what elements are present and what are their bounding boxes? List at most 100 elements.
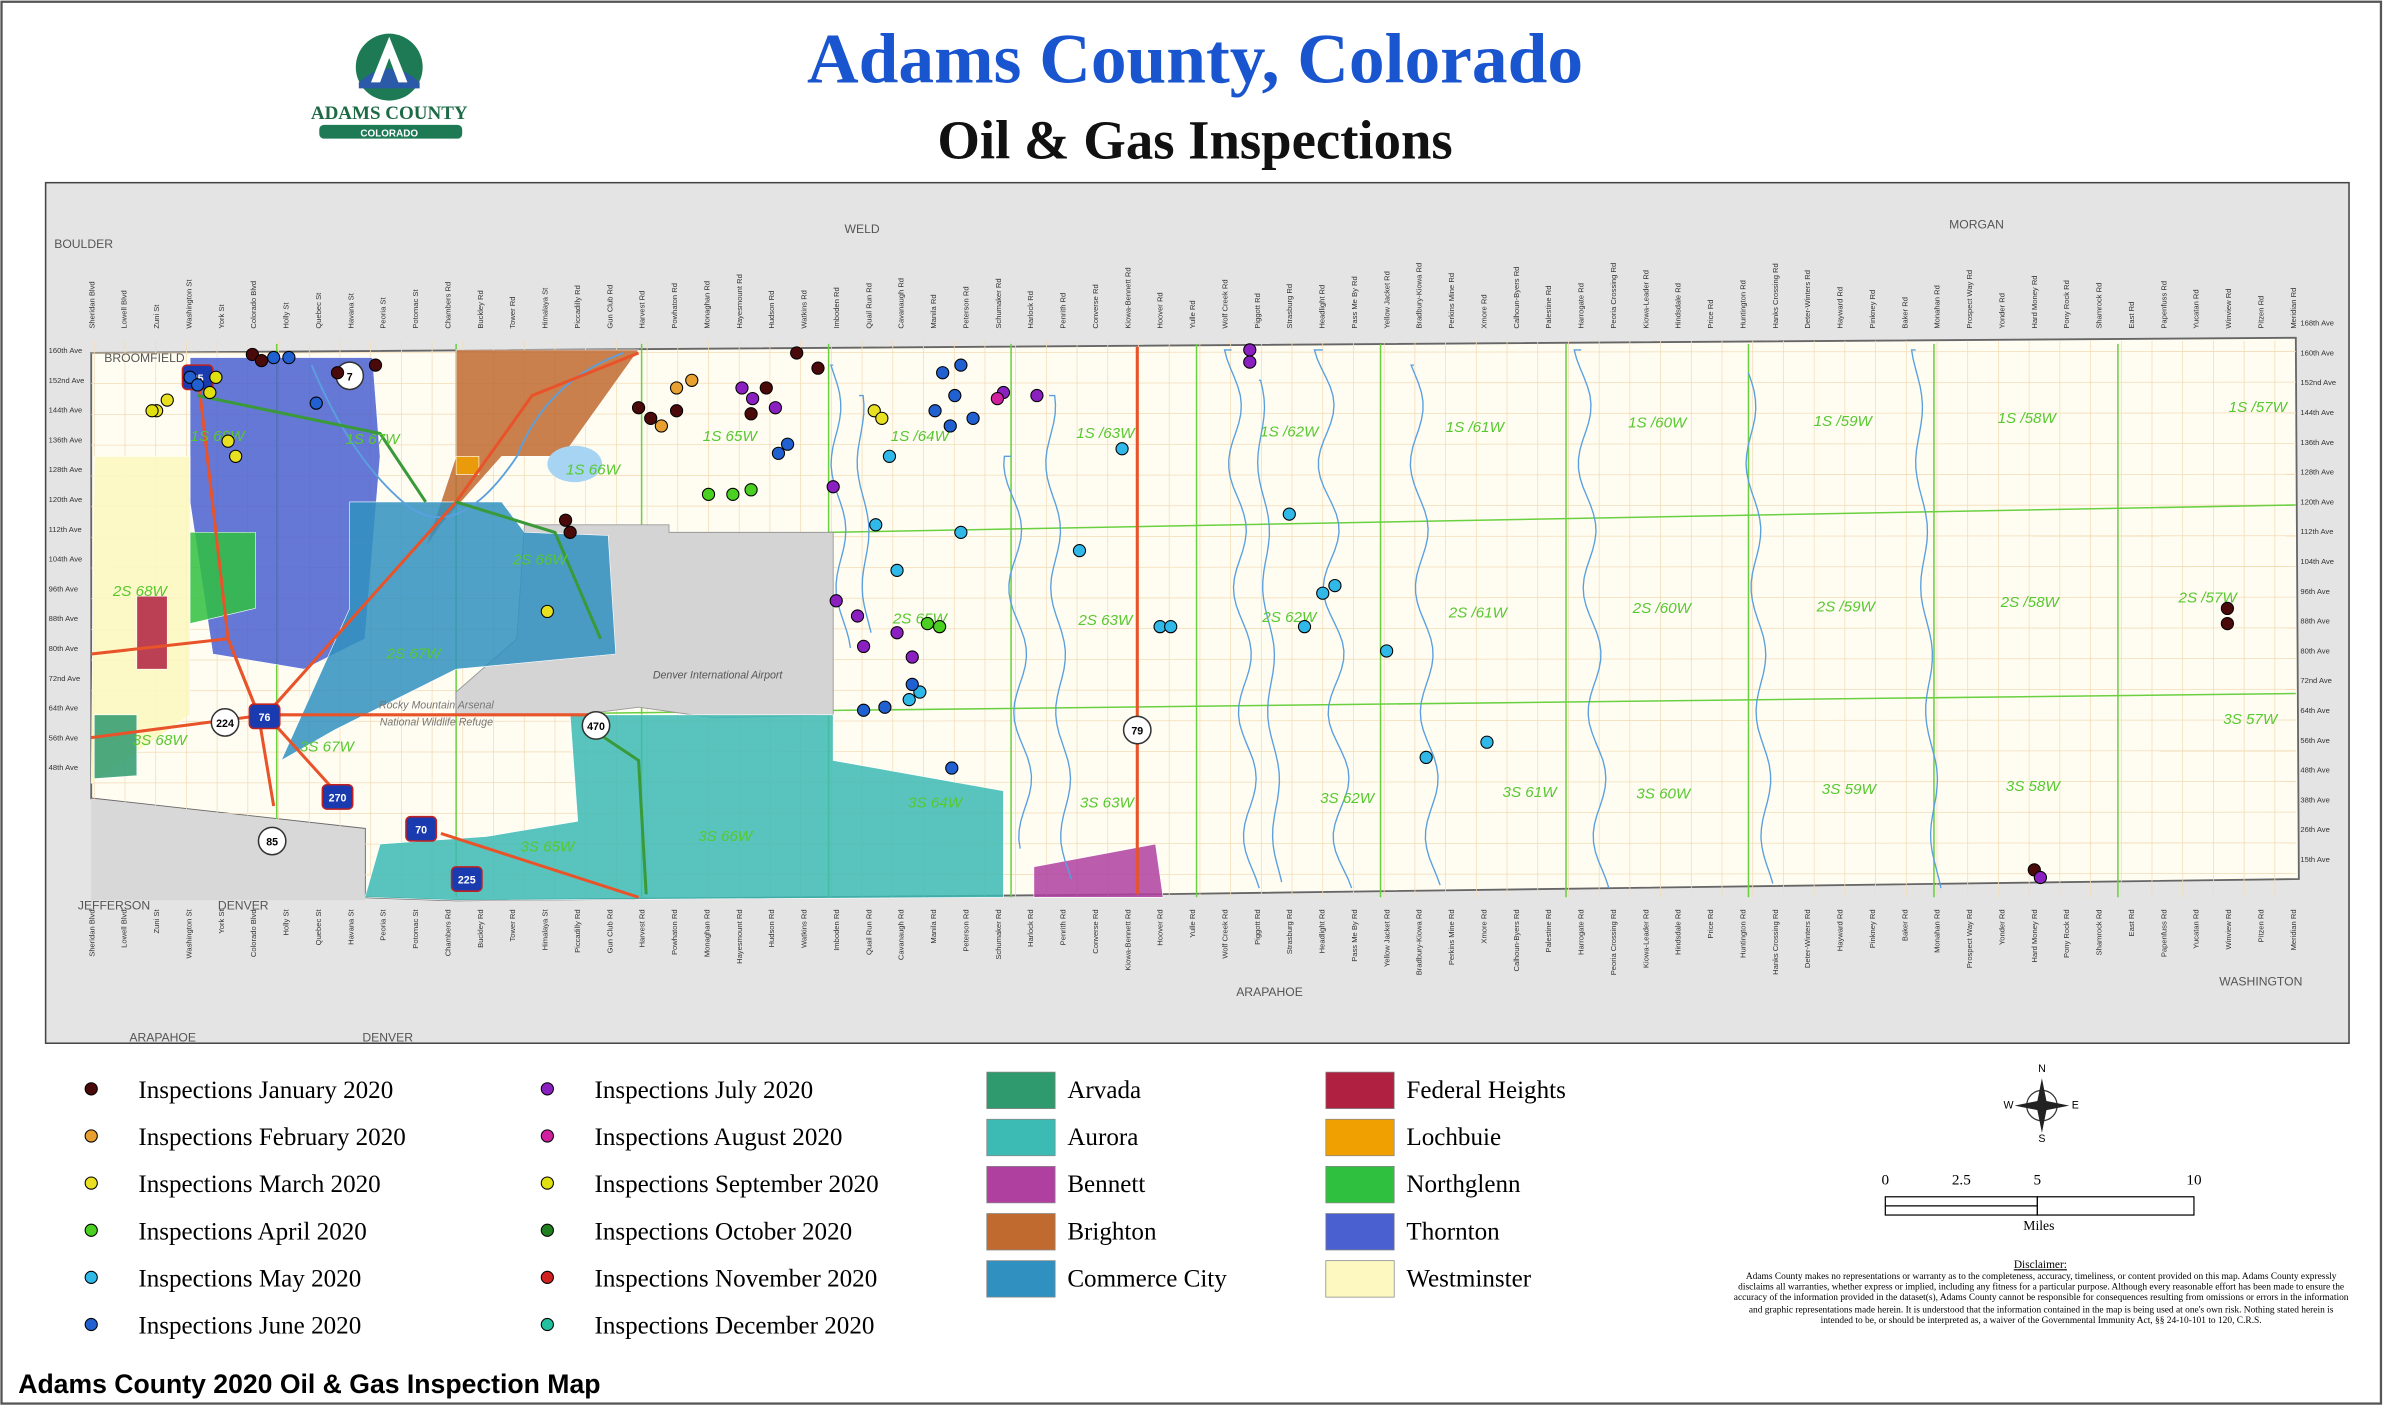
road-label: Sheridan Blvd bbox=[87, 281, 96, 328]
road-label: Manila Rd bbox=[929, 909, 938, 943]
road-label: Hindsdale Rd bbox=[1674, 283, 1683, 329]
neighbor-label: DENVER bbox=[362, 1031, 413, 1045]
road-label: Baker Rd bbox=[1900, 297, 1909, 329]
avenue-label: 128th Ave bbox=[49, 465, 83, 474]
township-label: 1S /60W bbox=[1628, 414, 1688, 431]
road-label: Pitzen Rd bbox=[2256, 296, 2265, 329]
road-label: Converse Rd bbox=[1091, 284, 1100, 328]
inspection-point bbox=[936, 366, 950, 380]
legend-label: Inspections August 2020 bbox=[594, 1124, 842, 1151]
road-label: York St bbox=[217, 909, 226, 934]
section-line bbox=[91, 781, 2296, 784]
highway-number: 225 bbox=[458, 875, 476, 887]
road-label: Palestine Rd bbox=[1544, 909, 1553, 952]
avenue-label: 26th Ave bbox=[2300, 825, 2329, 834]
legend-label: Inspections March 2020 bbox=[138, 1171, 380, 1198]
road-label: Buckley Rd bbox=[476, 290, 485, 328]
neighbor-label: BOULDER bbox=[54, 237, 113, 251]
road-label: Kiowa-Bennett Rd bbox=[1123, 909, 1132, 970]
road-label: Yonder Rd bbox=[1997, 909, 2006, 945]
compass-n: N bbox=[2038, 1063, 2046, 1075]
inspection-point bbox=[2033, 870, 2048, 885]
road-label: Manila Rd bbox=[929, 294, 938, 328]
inspection-point bbox=[966, 411, 980, 425]
highway-number: 270 bbox=[329, 792, 347, 804]
road-label: Perkins Mine Rd bbox=[1447, 909, 1456, 965]
legend-label: Inspections December 2020 bbox=[594, 1313, 874, 1340]
river bbox=[1745, 372, 1774, 884]
road-label: Prospect Way Rd bbox=[1965, 909, 1974, 968]
road-label: East Rd bbox=[2127, 909, 2136, 936]
road-label: Lowell Blvd bbox=[120, 909, 129, 947]
river bbox=[1910, 349, 1942, 889]
highway-number: 7 bbox=[347, 371, 353, 383]
township-label: 1S 67W bbox=[345, 431, 401, 448]
avenue-label: 88th Ave bbox=[2300, 617, 2329, 626]
highway-shield bbox=[581, 711, 611, 740]
road-label: Palestine Rd bbox=[1544, 286, 1553, 329]
place-label: National Wildlife Refuge bbox=[380, 716, 493, 728]
road-label: Meridian Rd bbox=[2289, 288, 2298, 329]
inspection-point bbox=[744, 407, 758, 421]
road-label: Piggott Rd bbox=[1253, 293, 1262, 328]
inspection-point bbox=[932, 620, 947, 634]
road-label: Himalaya St bbox=[541, 287, 550, 329]
city-area bbox=[1033, 843, 1164, 898]
township-label: 1S 68W bbox=[190, 428, 246, 445]
township-label: 2S 66W bbox=[512, 551, 569, 568]
avenue-label: 104th Ave bbox=[49, 555, 83, 564]
road-label: Holly St bbox=[282, 302, 291, 329]
avenue-label: 104th Ave bbox=[2300, 557, 2334, 566]
compass-w: W bbox=[2003, 1100, 2013, 1112]
township-label: 1S 66W bbox=[566, 462, 622, 479]
road-label: Buckley Rd bbox=[476, 909, 485, 947]
inspection-point bbox=[330, 366, 345, 380]
road-label: Quail Run Rd bbox=[864, 283, 873, 329]
legend-swatch bbox=[986, 1071, 1056, 1109]
inspection-point bbox=[945, 761, 959, 775]
inspection-point bbox=[943, 419, 957, 433]
inspection-point bbox=[1328, 578, 1342, 593]
inspection-point bbox=[669, 404, 684, 418]
road-label: Hard Money Rd bbox=[2030, 909, 2039, 962]
road-label: Zuni St bbox=[152, 304, 161, 329]
township-label: 3S 65W bbox=[520, 839, 576, 856]
avenue-label: 120th Ave bbox=[49, 495, 83, 504]
road-label: York St bbox=[217, 304, 226, 329]
road-label: Himalaya St bbox=[541, 909, 550, 951]
avenue-label: 160th Ave bbox=[49, 346, 83, 355]
road-label: Harlock Rd bbox=[1026, 291, 1035, 329]
road-label: Hoover Rd bbox=[1156, 909, 1165, 945]
road-label: Pinkney Rd bbox=[1868, 909, 1877, 948]
road-label: Converse Rd bbox=[1091, 909, 1100, 953]
township-label: 1S /62W bbox=[1260, 424, 1320, 441]
inspection-point bbox=[644, 411, 658, 425]
inspection-point bbox=[850, 609, 865, 623]
road-label: Peterson Rd bbox=[961, 909, 970, 951]
township-label: 3S 68W bbox=[133, 732, 189, 749]
township-label: 1S /57W bbox=[2229, 399, 2289, 416]
road-label: East Rd bbox=[2127, 302, 2136, 329]
inspection-point bbox=[563, 525, 577, 539]
highway-number: 85 bbox=[266, 837, 278, 849]
road-label: Hayesmount Rd bbox=[735, 909, 744, 963]
avenue-label: 38th Ave bbox=[2300, 795, 2329, 804]
legend-label: Thornton bbox=[1406, 1218, 1500, 1245]
avenue-label: 48th Ave bbox=[49, 763, 78, 772]
road-label: Pony Rock Rd bbox=[2062, 909, 2071, 958]
road-label: Price Rd bbox=[1706, 909, 1715, 938]
township-label: 3S 59W bbox=[1822, 781, 1878, 798]
road-label: Prospect Way Rd bbox=[1965, 270, 1974, 329]
inspection-point bbox=[701, 487, 716, 501]
avenue-label: 80th Ave bbox=[49, 644, 78, 653]
road-label: Huntington Rd bbox=[1738, 280, 1747, 329]
inspection-point bbox=[1243, 343, 1257, 357]
inspection-point bbox=[826, 480, 840, 494]
road-label: Watkins Rd bbox=[800, 909, 809, 948]
road-label: Calhoun-Byers Rd bbox=[1512, 267, 1521, 329]
road-label: Strasburg Rd bbox=[1285, 284, 1294, 329]
road-label: Peoria Crossing Rd bbox=[1609, 263, 1618, 329]
legend-swatch bbox=[1325, 1071, 1395, 1109]
